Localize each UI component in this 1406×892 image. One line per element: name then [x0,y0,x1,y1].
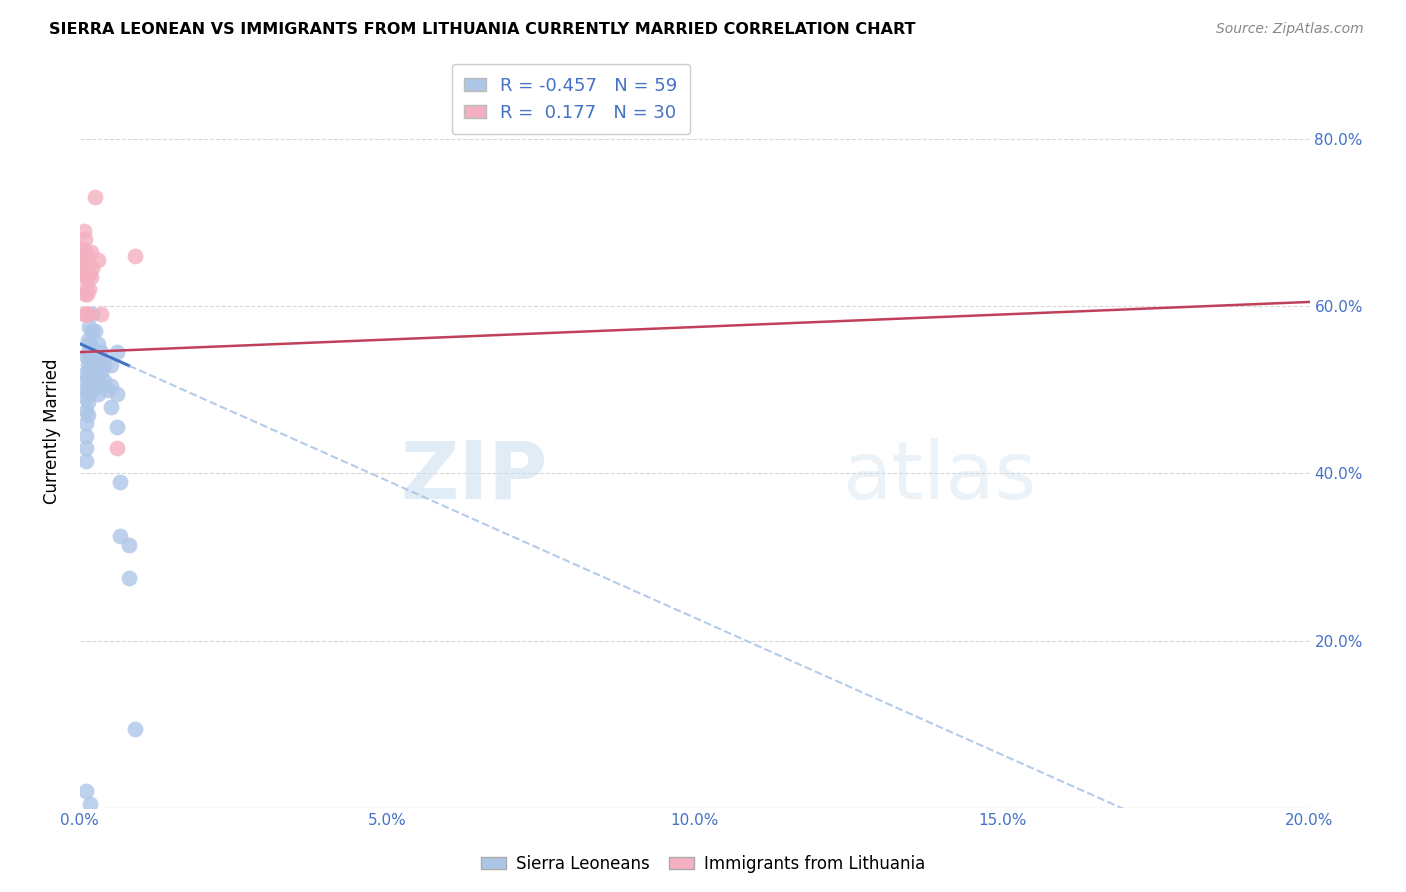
Point [72,244,94,259]
Point [77,362,100,376]
Point [77,375,100,389]
Point [77,320,100,334]
Point [124,722,146,736]
Point [76,253,98,268]
Point [76,383,98,397]
Point [73,232,96,246]
Point [75,416,97,430]
Point [87,253,110,268]
Point [77,336,100,351]
Point [76,370,98,384]
Point [87,370,110,384]
Point [87,336,110,351]
Point [73,253,96,268]
Point [100,378,122,392]
Point [73,269,96,284]
Point [84,358,107,372]
Point [72,266,94,280]
Point [77,387,100,401]
Point [76,269,98,284]
Point [84,190,107,204]
Y-axis label: Currently Married: Currently Married [44,359,60,504]
Point [76,408,98,422]
Point [108,475,131,489]
Point [79,797,101,811]
Text: atlas: atlas [842,438,1036,516]
Point [90,308,112,322]
Point [82,366,104,380]
Point [75,366,97,380]
Point [93,358,115,372]
Point [105,442,128,456]
Point [80,244,103,259]
Point [100,400,122,414]
Point [77,266,100,280]
Point [76,358,98,372]
Point [76,395,98,409]
Point [75,403,97,417]
Point [90,366,112,380]
Legend: Sierra Leoneans, Immigrants from Lithuania: Sierra Leoneans, Immigrants from Lithuan… [474,848,932,880]
Point [75,429,97,443]
Point [75,383,97,397]
Point [76,345,98,359]
Point [77,308,100,322]
Point [87,353,110,368]
Point [90,378,112,392]
Point [75,282,97,296]
Point [118,537,141,551]
Point [96,383,118,397]
Point [100,358,122,372]
Point [75,454,97,468]
Point [75,784,97,798]
Point [84,345,107,359]
Point [75,261,97,276]
Point [87,387,110,401]
Point [84,324,107,338]
Point [82,324,104,338]
Legend: R = -0.457   N = 59, R =  0.177   N = 30: R = -0.457 N = 59, R = 0.177 N = 30 [451,64,690,135]
Point [82,383,104,397]
Point [77,349,100,363]
Point [72,224,94,238]
Point [105,345,128,359]
Point [75,375,97,389]
Point [73,286,96,301]
Point [82,353,104,368]
Point [82,341,104,355]
Point [105,387,128,401]
Point [73,308,96,322]
Point [77,282,100,296]
Point [82,308,104,322]
Point [118,571,141,585]
Point [93,375,115,389]
Point [75,308,97,322]
Point [80,269,103,284]
Point [76,286,98,301]
Point [76,333,98,347]
Text: Source: ZipAtlas.com: Source: ZipAtlas.com [1216,22,1364,37]
Point [105,420,128,434]
Point [75,244,97,259]
Point [108,529,131,543]
Point [124,249,146,263]
Point [90,345,112,359]
Text: SIERRA LEONEAN VS IMMIGRANTS FROM LITHUANIA CURRENTLY MARRIED CORRELATION CHART: SIERRA LEONEAN VS IMMIGRANTS FROM LITHUA… [49,22,915,37]
Point [75,391,97,405]
Point [82,261,104,276]
Text: ZIP: ZIP [399,438,547,516]
Point [75,349,97,363]
Point [75,442,97,456]
Point [72,261,94,276]
Point [72,241,94,255]
